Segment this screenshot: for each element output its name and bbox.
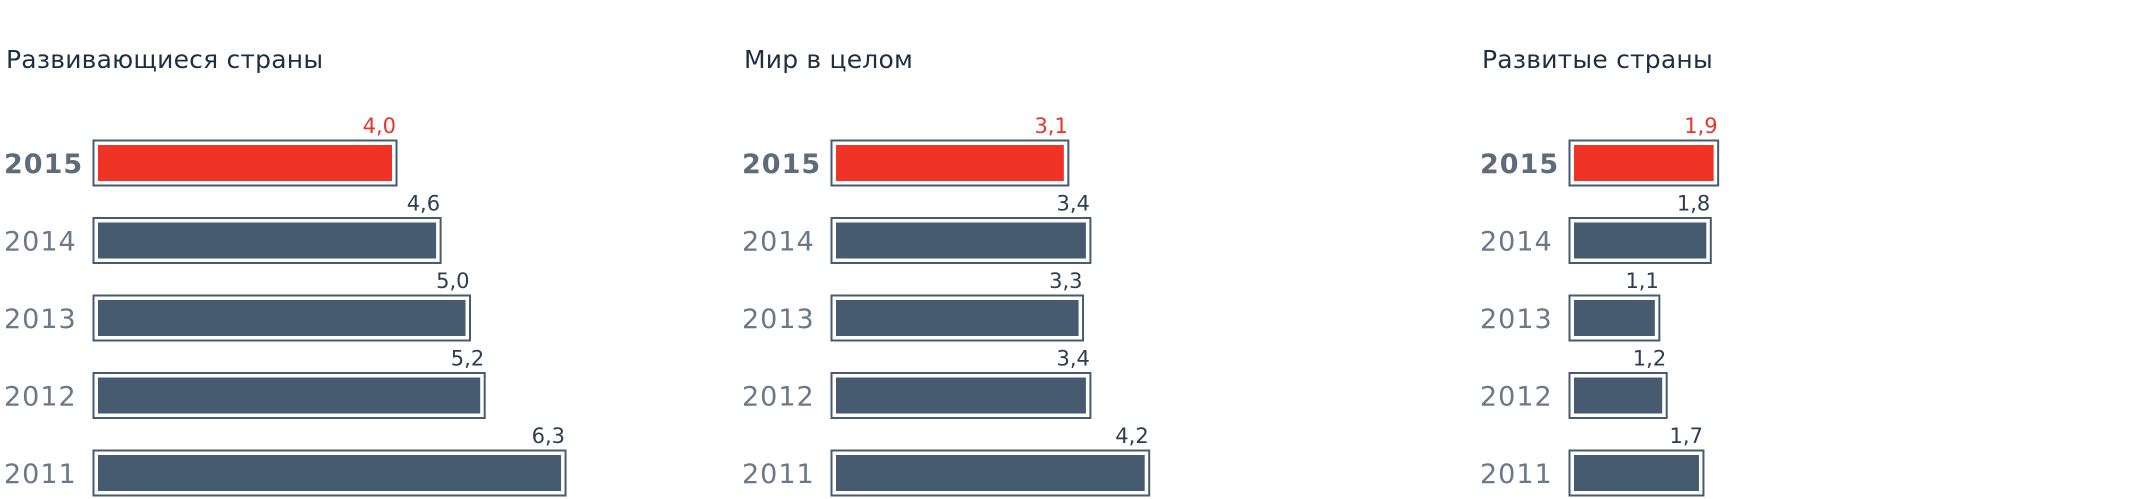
bar-frame: [1568, 139, 1720, 187]
value-label: 1,7: [1670, 424, 1703, 448]
bar: [98, 222, 437, 259]
value-label: 1,8: [1677, 192, 1710, 216]
bar: [836, 455, 1145, 491]
chart-title: Мир в целом: [744, 45, 914, 74]
year-label: 2012: [742, 382, 815, 413]
bar: [1574, 300, 1655, 336]
bar-chart-svg: 2015 4,0 2014 4,6 2013 5,0 2012 5,2 2011 6,3: [4, 114, 567, 497]
bar-frame: [92, 449, 567, 497]
bar-row-2012: 2012 5,2: [4, 347, 486, 419]
bar-frame: [92, 372, 486, 419]
value-label: 3,3: [1049, 269, 1082, 293]
year-label: 2015: [4, 149, 83, 180]
value-label: 5,0: [436, 269, 469, 293]
chart-developing-countries: Развивающиеся страны 2015 4,0 2014 4,6 2013 5…: [0, 0, 700, 499]
bar-frame: [1568, 449, 1705, 497]
chart-world: Мир в целом 2015 3,1 2014 3,4 2013 3,3 2012 3,4…: [738, 0, 1438, 499]
year-label: 2014: [1480, 227, 1553, 258]
year-label: 2011: [742, 459, 815, 490]
bar: [98, 377, 481, 414]
value-label: 1,9: [1684, 114, 1717, 138]
chart-developed-countries: Развитые страны 2015 1,9 2014 1,8 2013 1,1 201…: [1476, 0, 2150, 499]
year-label: 2011: [1480, 459, 1553, 490]
bar-row-2015: 2015 1,9: [1480, 114, 1720, 187]
bar-frame: [1568, 372, 1668, 419]
bar-row-2013: 2013 1,1: [1480, 269, 1661, 342]
bar-frame: [1568, 217, 1712, 264]
value-label: 5,2: [451, 347, 484, 371]
bar-row-2014: 2014 4,6: [4, 192, 442, 264]
bar: [1574, 145, 1714, 181]
bar-frame: [830, 217, 1092, 264]
year-label: 2011: [4, 459, 77, 490]
bar-row-2015: 2015 3,1: [742, 114, 1070, 187]
chart-title: Развивающиеся страны: [6, 45, 324, 74]
year-label: 2013: [4, 304, 77, 335]
year-label: 2014: [742, 227, 815, 258]
value-label: 4,0: [363, 114, 396, 138]
value-label: 4,6: [407, 192, 440, 216]
bar: [836, 377, 1086, 414]
value-label: 3,4: [1056, 347, 1089, 371]
bar-row-2014: 2014 3,4: [742, 192, 1092, 264]
bar: [1574, 377, 1663, 414]
bar-row-2012: 2012 1,2: [1480, 347, 1668, 419]
bar-chart-svg: 2015 3,1 2014 3,4 2013 3,3 2012 3,4 2011 4,2: [742, 114, 1151, 497]
bar-row-2012: 2012 3,4: [742, 347, 1092, 419]
bar-row-2011: 2011 4,2: [742, 424, 1151, 497]
value-label: 1,2: [1633, 347, 1666, 371]
bar-row-2011: 2011 1,7: [1480, 424, 1705, 497]
year-label: 2012: [4, 382, 77, 413]
year-label: 2012: [1480, 382, 1553, 413]
value-label: 3,4: [1056, 192, 1089, 216]
value-label: 3,1: [1034, 114, 1067, 138]
bar: [836, 300, 1079, 336]
bar-frame: [92, 217, 442, 264]
bar-frame: [92, 294, 471, 342]
year-label: 2015: [1480, 149, 1559, 180]
year-label: 2013: [1480, 304, 1553, 335]
year-label: 2015: [742, 149, 821, 180]
bar: [1574, 222, 1707, 259]
bar-row-2013: 2013 5,0: [4, 269, 471, 342]
bar-row-2011: 2011 6,3: [4, 424, 567, 497]
value-label: 6,3: [532, 424, 565, 448]
bar: [1574, 455, 1699, 491]
bar-frame: [830, 139, 1070, 187]
bar: [98, 455, 562, 491]
bar-frame: [830, 372, 1092, 419]
bar-row-2013: 2013 3,3: [742, 269, 1085, 342]
bar: [98, 145, 392, 181]
bar-frame: [830, 449, 1151, 497]
bar-frame: [1568, 294, 1661, 342]
value-label: 1,1: [1625, 269, 1658, 293]
bar-chart-svg: 2015 1,9 2014 1,8 2013 1,1 2012 1,2 2011 1,7: [1480, 114, 1720, 497]
chart-title: Развитые страны: [1482, 45, 1713, 74]
bar-row-2014: 2014 1,8: [1480, 192, 1712, 264]
bar: [98, 300, 466, 336]
bar: [836, 222, 1086, 259]
year-label: 2013: [742, 304, 815, 335]
bar-frame: [92, 139, 398, 187]
bar: [836, 145, 1064, 181]
value-label: 4,2: [1115, 424, 1148, 448]
year-label: 2014: [4, 227, 77, 258]
bar-row-2015: 2015 4,0: [4, 114, 398, 187]
bar-frame: [830, 294, 1085, 342]
